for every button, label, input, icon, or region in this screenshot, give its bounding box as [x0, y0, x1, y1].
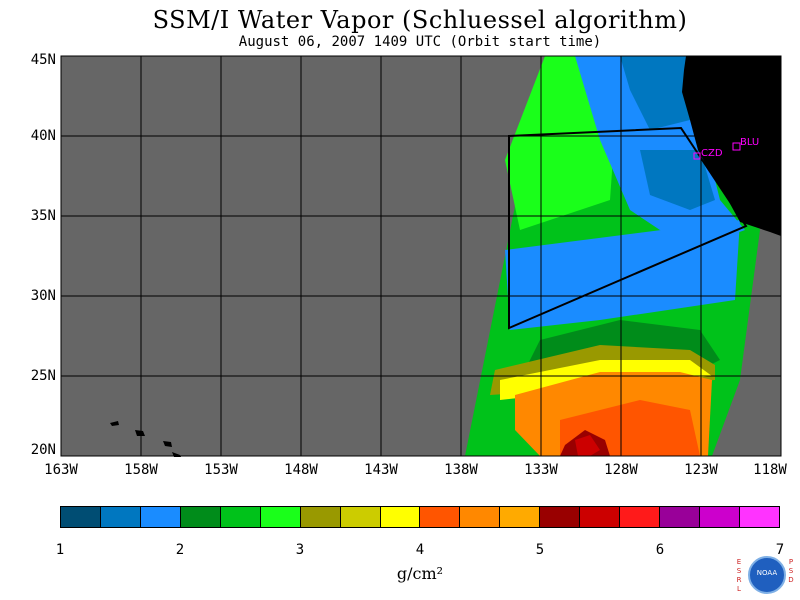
lon-label-153w: 153W — [204, 462, 238, 478]
colorbar-tick: 4 — [415, 542, 425, 558]
colorbar-cell — [340, 507, 381, 527]
colorbar-tick: 6 — [655, 542, 665, 558]
lat-label-45n: 45N — [30, 52, 56, 68]
colorbar-cell — [700, 507, 740, 527]
colorbar-cell — [420, 507, 461, 527]
lon-label-143w: 143W — [364, 462, 398, 478]
colorbar-cell — [460, 507, 501, 527]
colorbar-cell — [620, 507, 661, 527]
noaa-seal-icon: NOAA — [748, 556, 786, 594]
station-marker-czd — [693, 152, 701, 160]
map-subtitle: August 06, 2007 1409 UTC (Orbit start ti… — [238, 34, 602, 50]
colorbar-cell — [140, 507, 181, 527]
hawaii-islands — [110, 421, 181, 457]
station-marker-blu — [732, 142, 741, 151]
lon-label-138w: 138W — [444, 462, 478, 478]
colorbar-cell — [540, 507, 581, 527]
lon-label-118w: 118W — [753, 462, 787, 478]
lat-label-35n: 35N — [30, 208, 56, 224]
region-outline — [508, 126, 748, 330]
lon-label-163w: 163W — [44, 462, 78, 478]
lat-label-25n: 25N — [30, 368, 56, 384]
map-frame — [60, 55, 782, 457]
lon-label-148w: 148W — [284, 462, 318, 478]
station-label-blu: BLU — [740, 137, 760, 148]
colorbar-cell — [61, 507, 101, 527]
lat-label-20n: 20N — [30, 442, 56, 458]
colorbar-tick: 2 — [175, 542, 185, 558]
colorbar-cell — [300, 507, 341, 527]
lon-label-123w: 123W — [684, 462, 718, 478]
colorbar-cell — [380, 507, 421, 527]
station-label-czd: CZD — [701, 148, 723, 159]
colorbar-cell — [260, 507, 301, 527]
colorbar-tick: 3 — [295, 542, 305, 558]
color-scale-bar — [60, 506, 780, 528]
colorbar-tick: 5 — [535, 542, 545, 558]
lon-label-133w: 133W — [524, 462, 558, 478]
esrl-letters: E S R L — [736, 558, 742, 593]
water-vapor-swath — [465, 56, 760, 456]
colorbar-cell — [500, 507, 541, 527]
colorbar-cell — [580, 507, 621, 527]
lon-label-128w: 128W — [604, 462, 638, 478]
colorbar-tick: 7 — [775, 542, 785, 558]
colorbar-cell — [180, 507, 221, 527]
noaa-logo: E S R L NOAA P S D — [734, 556, 796, 598]
colorbar-cell — [220, 507, 261, 527]
land-mass — [682, 56, 781, 236]
map-grid — [61, 56, 781, 456]
colorbar-unit-label: g/cm² — [396, 564, 444, 583]
colorbar-cell — [100, 507, 141, 527]
lat-label-40n: 40N — [30, 128, 56, 144]
colorbar-cell — [660, 507, 700, 527]
colorbar-tick: 1 — [55, 542, 65, 558]
map-title: SSM/I Water Vapor (Schluessel algorithm) — [152, 6, 688, 34]
lat-label-30n: 30N — [30, 288, 56, 304]
colorbar-cell — [739, 507, 779, 527]
lon-label-158w: 158W — [124, 462, 158, 478]
psd-letters: P S D — [788, 558, 794, 584]
